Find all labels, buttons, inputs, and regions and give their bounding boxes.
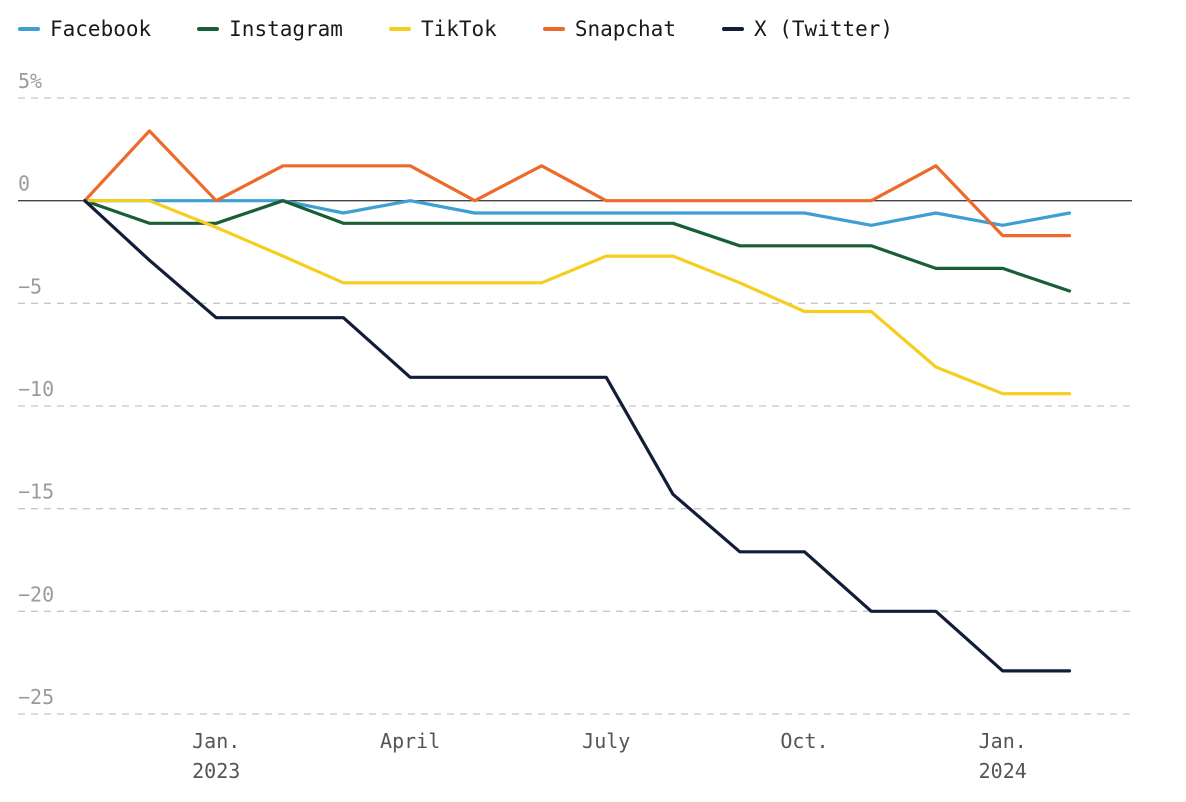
legend-swatch [18, 27, 40, 31]
y-tick-label: −20 [18, 582, 54, 606]
legend-item-snapchat: Snapchat [542, 17, 676, 41]
series-line-instagram [83, 199, 1072, 293]
y-tick-label: −5 [18, 274, 42, 298]
series-line-facebook [83, 199, 1072, 227]
x-tick-label: Jan. [192, 729, 240, 753]
chart-legend: Facebook Instagram TikTok Snapchat X (Twitte… [18, 14, 939, 44]
x-tick-year-label: 2024 [979, 759, 1027, 783]
legend-swatch [197, 27, 220, 31]
x-tick-label: Oct. [780, 729, 828, 753]
legend-swatch [721, 27, 744, 31]
legend-item-tiktok: TikTok [388, 17, 497, 41]
legend-label: Facebook [50, 17, 152, 41]
y-tick-label: −15 [18, 480, 54, 504]
y-tick-label: −25 [18, 685, 54, 709]
x-tick-label: Jan. [979, 729, 1027, 753]
y-tick-label: −10 [18, 377, 54, 401]
series-line-x-twitter [83, 199, 1072, 673]
legend-label: Instagram [229, 17, 343, 41]
y-tick-label: 5% [18, 69, 42, 93]
series-line-tiktok [83, 199, 1072, 396]
y-tick-label: 0 [18, 172, 30, 196]
grid-lines [18, 97, 1132, 715]
y-axis-tick-labels: 5% 0 −5 −10 −15 −20 −25 [18, 69, 54, 709]
x-tick-year-label: 2023 [192, 759, 240, 783]
x-tick-label: April [380, 729, 440, 753]
series-line-snapchat [83, 129, 1072, 238]
legend-label: Snapchat [574, 17, 676, 41]
legend-item-facebook: Facebook [18, 17, 151, 41]
legend-label: X (Twitter) [753, 17, 894, 41]
legend-item-instagram: Instagram [197, 17, 343, 41]
legend-label: TikTok [420, 17, 497, 41]
legend-item-x-twitter: X (Twitter) [721, 17, 894, 41]
legend-swatch [542, 27, 565, 31]
series-lines [83, 129, 1072, 673]
x-axis-tick-labels: Jan. 2023 April July Oct. Jan. 2024 [192, 729, 1027, 783]
legend-swatch [388, 27, 411, 31]
x-tick-label: July [582, 729, 630, 753]
